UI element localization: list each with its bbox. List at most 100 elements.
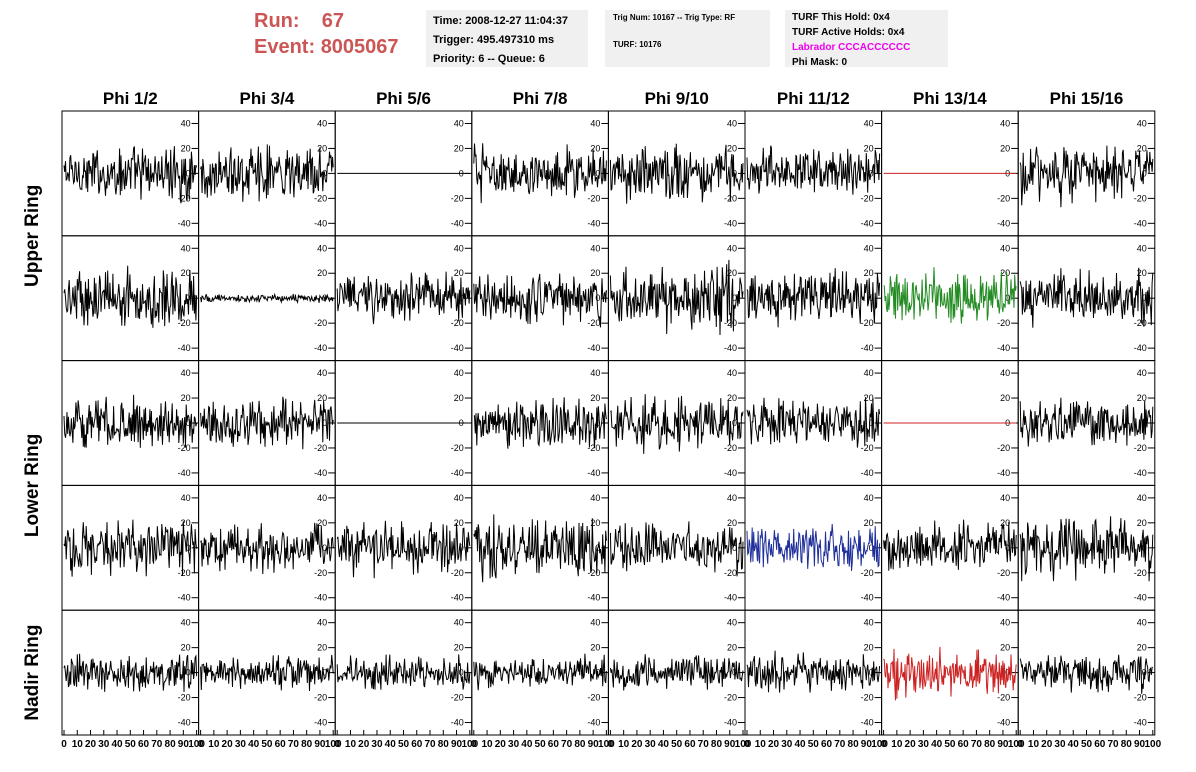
panel-frame-3-1 [198, 484, 336, 611]
waveform-trace-4-5 [746, 650, 881, 693]
waveform-trace-4-3 [473, 653, 607, 691]
x-tick-label-6-8: 80 [984, 739, 996, 750]
x-tick-label-1-7: 70 [288, 739, 300, 750]
x-tick-label-1-3: 30 [235, 739, 247, 750]
y-tick-label-1-7-3: -20 [1134, 318, 1147, 328]
y-tick-label-1-5-0: 40 [864, 243, 874, 253]
y-tick-label-3-5-0: 40 [864, 493, 874, 503]
x-tick-label-3-2: 20 [495, 739, 507, 750]
y-tick-label-1-0-4: -40 [178, 343, 191, 353]
y-tick-label-4-2-2: 0 [459, 668, 464, 678]
y-tick-label-3-2-3: -20 [451, 568, 464, 578]
waveform-trace-3-3 [473, 514, 607, 583]
x-tick-label-0-8: 80 [165, 739, 177, 750]
y-tick-label-4-7-0: 40 [1137, 618, 1147, 628]
y-tick-label-0-2-1: 20 [454, 143, 464, 153]
y-tick-label-3-5-3: -20 [861, 568, 874, 578]
y-tick-label-2-5-2: 0 [869, 418, 874, 428]
turf-text: TURF: 10176 [613, 40, 662, 49]
y-tick-label-4-4-4: -40 [724, 718, 737, 728]
y-tick-label-4-1-4: -40 [314, 718, 327, 728]
y-tick-label-4-7-4: -40 [1134, 718, 1147, 728]
waveform-trace-4-1 [200, 654, 334, 692]
y-tick-label-0-2-0: 40 [454, 118, 464, 128]
y-tick-label-0-3-3: -20 [587, 193, 600, 203]
y-tick-label-0-4-4: -40 [724, 218, 737, 228]
y-tick-label-2-1-1: 20 [317, 393, 327, 403]
column-header-4: Phi 7/8 [513, 89, 568, 108]
x-tick-label-1-8: 80 [301, 739, 313, 750]
x-tick-label-0-10: 100 [188, 739, 205, 750]
x-tick-label-5-10: 100 [871, 739, 888, 750]
x-tick-label-7-8: 80 [1121, 739, 1133, 750]
y-tick-label-3-7-0: 40 [1137, 493, 1147, 503]
x-tick-label-3-5: 50 [535, 739, 547, 750]
y-tick-label-1-5-1: 20 [864, 268, 874, 278]
x-tick-label-5-2: 20 [768, 739, 780, 750]
y-tick-label-0-7-0: 40 [1137, 118, 1147, 128]
y-tick-label-3-7-4: -40 [1134, 593, 1147, 603]
y-tick-label-1-4-0: 40 [727, 243, 737, 253]
y-tick-label-1-6-3: -20 [997, 318, 1010, 328]
waveform-trace-2-4 [610, 394, 744, 454]
x-tick-label-3-1: 10 [481, 739, 493, 750]
x-tick-label-4-1: 10 [618, 739, 630, 750]
y-tick-label-2-2-1: 20 [454, 393, 464, 403]
x-tick-label-3-3: 30 [508, 739, 520, 750]
y-tick-label-3-4-0: 40 [727, 493, 737, 503]
y-tick-label-4-7-3: -20 [1134, 693, 1147, 703]
y-tick-label-4-4-0: 40 [727, 618, 737, 628]
x-tick-label-5-4: 40 [794, 739, 806, 750]
run-label: Run: [254, 10, 300, 32]
y-tick-label-0-5-4: -40 [861, 218, 874, 228]
x-tick-label-6-4: 40 [931, 739, 943, 750]
y-tick-label-0-4-1: 20 [727, 143, 737, 153]
waveform-trace-0-0 [63, 146, 198, 204]
waveform-trace-4-0 [63, 653, 198, 693]
y-tick-label-4-0-0: 40 [181, 618, 191, 628]
y-tick-label-3-2-1: 20 [454, 518, 464, 528]
run-value: 67 [321, 10, 345, 32]
y-tick-label-3-3-3: -20 [587, 568, 600, 578]
x-tick-label-3-6: 60 [548, 739, 560, 750]
x-tick-label-6-1: 10 [891, 739, 903, 750]
waveform-trace-1-2 [336, 271, 471, 325]
y-tick-label-1-0-0: 40 [181, 243, 191, 253]
y-tick-label-1-4-2: 0 [732, 293, 737, 303]
waveform-trace-2-5 [746, 397, 881, 448]
y-tick-label-2-6-4: -40 [997, 468, 1010, 478]
y-tick-label-0-6-4: -40 [997, 218, 1010, 228]
y-tick-label-3-0-1: 20 [181, 518, 191, 528]
y-tick-label-3-6-1: 20 [1000, 518, 1010, 528]
waveform-trace-3-1 [200, 522, 334, 575]
y-tick-label-1-0-3: -20 [178, 318, 191, 328]
waveform-trace-4-4 [609, 654, 744, 691]
x-tick-label-1-6: 60 [275, 739, 287, 750]
y-tick-label-0-0-4: -40 [178, 218, 191, 228]
y-tick-label-3-1-0: 40 [317, 493, 327, 503]
y-tick-label-3-1-3: -20 [314, 568, 327, 578]
y-tick-label-3-1-2: 0 [322, 543, 327, 553]
y-tick-label-1-1-1: 20 [317, 268, 327, 278]
x-tick-label-1-4: 40 [248, 739, 260, 750]
x-tick-label-1-1: 10 [208, 739, 220, 750]
x-tick-label-7-7: 70 [1107, 739, 1119, 750]
y-tick-label-4-6-3: -20 [997, 693, 1010, 703]
y-tick-label-4-2-4: -40 [451, 718, 464, 728]
row-group-label-1: Upper Ring [22, 185, 43, 287]
y-tick-label-4-4-1: 20 [727, 643, 737, 653]
y-tick-label-1-3-4: -40 [587, 343, 600, 353]
y-tick-label-3-0-4: -40 [178, 593, 191, 603]
x-tick-label-6-6: 60 [958, 739, 970, 750]
y-tick-label-1-1-0: 40 [317, 243, 327, 253]
x-tick-label-7-0: 0 [1017, 739, 1023, 750]
x-tick-label-0-6: 60 [138, 739, 150, 750]
y-tick-label-1-7-1: 20 [1137, 268, 1147, 278]
y-tick-label-4-2-1: 20 [454, 643, 464, 653]
column-header-8: Phi 15/16 [1050, 89, 1124, 108]
y-tick-label-1-7-4: -40 [1134, 343, 1147, 353]
y-tick-label-0-7-3: -20 [1134, 193, 1147, 203]
x-tick-label-3-4: 40 [521, 739, 533, 750]
x-tick-label-7-10: 100 [1144, 739, 1161, 750]
y-tick-label-1-2-4: -40 [451, 343, 464, 353]
